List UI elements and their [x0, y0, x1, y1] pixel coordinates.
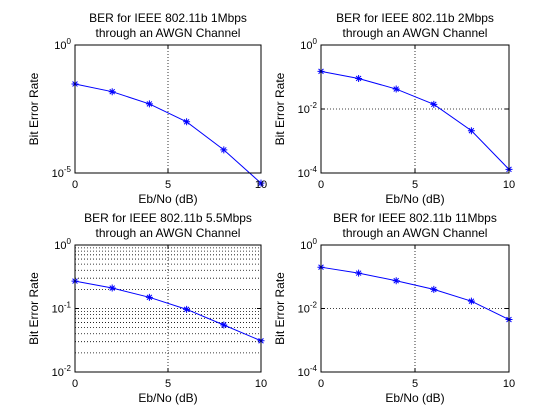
grid — [321, 45, 509, 173]
data-point — [183, 118, 191, 126]
chart-title-line-2: through an AWGN Channel — [96, 26, 241, 40]
y-tick-exponent: -2 — [310, 301, 318, 310]
y-tick-exponent: -4 — [310, 165, 318, 174]
y-tick-label: 10-2 — [298, 301, 318, 316]
y-tick-label: 10-2 — [298, 101, 318, 116]
tick-marks — [74, 44, 262, 174]
y-tick-exponent: 0 — [313, 237, 318, 246]
y-tick-base: 10 — [300, 40, 312, 52]
y-tick-base: 10 — [298, 367, 310, 379]
series-line — [74, 280, 262, 342]
chart-title-line-2: through an AWGN Channel — [343, 226, 488, 240]
data-point — [183, 305, 191, 313]
y-tick-base: 10 — [54, 240, 66, 252]
x-axis-label: Eb/No (dB) — [138, 391, 197, 405]
tick-marks — [320, 44, 510, 174]
data-point — [145, 100, 153, 108]
data-point — [257, 179, 265, 187]
y-tick-label: 100 — [300, 237, 317, 252]
x-axis-label: Eb/No (dB) — [385, 391, 444, 405]
y-tick-exponent: -2 — [64, 364, 72, 373]
y-tick-label: 100 — [54, 37, 71, 52]
y-tick-exponent: -5 — [64, 165, 72, 174]
data-point — [467, 127, 475, 135]
grid — [321, 245, 509, 372]
y-tick-base: 10 — [52, 304, 64, 316]
x-tick-label: 0 — [72, 179, 78, 191]
chart-title-line-2: through an AWGN Channel — [343, 26, 488, 40]
data-point — [467, 297, 475, 305]
data-point — [430, 100, 438, 108]
x-tick-label: 10 — [503, 179, 515, 191]
y-tick-label: 10-2 — [52, 364, 72, 379]
y-tick-exponent: -2 — [310, 101, 318, 110]
y-tick-base: 10 — [52, 168, 64, 180]
data-point — [220, 321, 228, 329]
y-tick-label: 100 — [300, 37, 317, 52]
y-tick-exponent: -1 — [64, 301, 72, 310]
tick-marks — [74, 244, 262, 373]
series-line — [74, 83, 262, 184]
x-tick-label: 10 — [255, 378, 267, 390]
x-axis-label: Eb/No (dB) — [138, 192, 197, 206]
y-tick-exponent: 0 — [313, 37, 318, 46]
y-axis-label: Bit Error Rate — [273, 72, 287, 145]
y-tick-label: 10-1 — [52, 301, 72, 316]
y-axis-label: Bit Error Rate — [273, 272, 287, 345]
data-point — [392, 277, 400, 285]
data-point — [392, 85, 400, 93]
y-tick-base: 10 — [298, 104, 310, 116]
chart-title-line-2: through an AWGN Channel — [96, 226, 241, 240]
chart-title-line-1: BER for IEEE 802.11b 11Mbps — [333, 211, 497, 225]
x-tick-label: 10 — [503, 378, 515, 390]
data-point — [145, 293, 153, 301]
y-tick-exponent: 0 — [67, 37, 72, 46]
data-point — [108, 88, 116, 96]
y-tick-base: 10 — [298, 168, 310, 180]
x-tick-label: 0 — [318, 378, 324, 390]
tick-marks — [320, 244, 510, 373]
y-tick-base: 10 — [52, 367, 64, 379]
y-axis-label: Bit Error Rate — [27, 72, 41, 145]
data-point — [430, 285, 438, 293]
y-tick-exponent: 0 — [67, 237, 72, 246]
series-line — [320, 70, 510, 170]
x-tick-label: 5 — [165, 378, 171, 390]
x-tick-label: 5 — [165, 179, 171, 191]
data-point — [108, 284, 116, 292]
y-tick-label: 100 — [54, 237, 71, 252]
y-tick-label: 10-5 — [52, 165, 72, 180]
series-line — [320, 266, 510, 320]
chart-title-line-1: BER for IEEE 802.11b 1Mbps — [89, 11, 247, 25]
chart-title-line-1: BER for IEEE 802.11b 2Mbps — [336, 11, 494, 25]
y-tick-exponent: -4 — [310, 364, 318, 373]
y-tick-base: 10 — [298, 304, 310, 316]
x-tick-label: 0 — [318, 179, 324, 191]
y-tick-base: 10 — [300, 240, 312, 252]
x-tick-label: 5 — [412, 378, 418, 390]
y-tick-base: 10 — [54, 40, 66, 52]
y-tick-label: 10-4 — [298, 165, 318, 180]
x-axis-label: Eb/No (dB) — [385, 192, 444, 206]
x-tick-label: 10 — [255, 179, 267, 191]
x-tick-label: 0 — [72, 378, 78, 390]
y-axis-label: Bit Error Rate — [27, 272, 41, 345]
data-point — [220, 146, 228, 154]
data-point — [355, 74, 363, 82]
data-point — [355, 269, 363, 277]
y-tick-label: 10-4 — [298, 364, 318, 379]
x-tick-label: 5 — [412, 179, 418, 191]
chart-title-line-1: BER for IEEE 802.11b 5.5Mbps — [84, 211, 252, 225]
